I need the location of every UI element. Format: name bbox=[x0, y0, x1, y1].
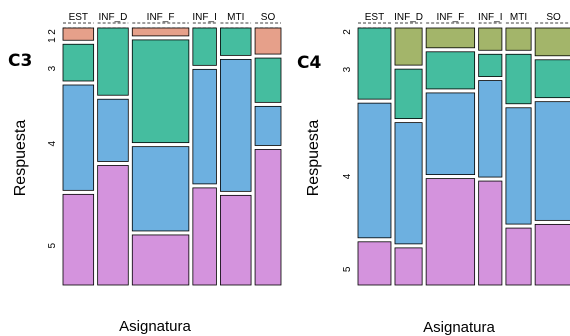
mosaic-cell-so-3 bbox=[534, 59, 570, 99]
mosaic-cell-inf-d-4 bbox=[97, 98, 129, 162]
mosaic-cell-inf-i-3 bbox=[478, 53, 503, 77]
mosaic-cell-inf-i-2 bbox=[478, 27, 503, 51]
mosaic-cell-so-4 bbox=[254, 105, 282, 146]
column-label-inf-i: INF_I bbox=[192, 12, 216, 23]
response-tick-4: 4 bbox=[342, 173, 353, 179]
column-label-est: EST bbox=[69, 12, 88, 23]
mosaic-cell-inf-d-5 bbox=[97, 165, 129, 286]
mosaic-cell-inf-f-4 bbox=[425, 92, 476, 175]
column-label-est: EST bbox=[365, 12, 384, 23]
mosaic-cell-est-4 bbox=[357, 102, 392, 239]
mosaic-cell-so-2 bbox=[534, 27, 570, 57]
mosaic-cell-est-3 bbox=[357, 27, 392, 100]
mosaic-cell-inf-f-5 bbox=[131, 234, 190, 286]
response-tick-2: 2 bbox=[47, 29, 58, 35]
mosaic-cell-so-4 bbox=[534, 101, 570, 221]
mosaic-cell-mti-5 bbox=[220, 194, 252, 286]
mosaic-cell-so-5 bbox=[534, 223, 570, 286]
column-label-inf-f: INF_F bbox=[436, 12, 464, 23]
mosaic-cell-est-1 bbox=[62, 27, 95, 41]
panel-c3: C3 Respuesta Asignatura EST INF_D INF_F INF… bbox=[8, 12, 282, 335]
column-label-so: SO bbox=[261, 12, 276, 23]
mosaic-cell-mti-4 bbox=[220, 58, 252, 192]
mosaic-cell-inf-i-4 bbox=[478, 80, 503, 178]
mosaic-cell-est-3 bbox=[62, 43, 95, 82]
y-axis-label-c3: Respuesta bbox=[12, 120, 29, 197]
mosaic-cell-so-5 bbox=[254, 149, 282, 286]
column-label-mti: MTI bbox=[510, 12, 527, 23]
mosaic-cell-inf-f-3 bbox=[131, 39, 190, 144]
mosaic-cell-inf-d-4 bbox=[394, 122, 423, 245]
mosaic-cell-mti-5 bbox=[505, 227, 532, 286]
mosaic-cell-mti-3 bbox=[505, 53, 532, 105]
mosaic-cell-inf-d-3 bbox=[394, 68, 423, 120]
mosaic-cell-mti-2 bbox=[505, 27, 532, 51]
mosaic-cell-inf-d-3 bbox=[97, 27, 129, 96]
column-label-mti: MTI bbox=[227, 12, 244, 23]
column-label-inf-i: INF_I bbox=[478, 12, 502, 23]
panel-label-c3: C3 bbox=[8, 51, 32, 71]
response-tick-2: 2 bbox=[342, 29, 353, 35]
mosaic-cell-est-5 bbox=[357, 241, 392, 286]
mosaic-cell-inf-f-4 bbox=[131, 146, 190, 232]
mosaic-cell-est-5 bbox=[62, 193, 95, 286]
column-label-inf-f: INF_F bbox=[147, 12, 175, 23]
mosaic-cell-mti-3 bbox=[220, 27, 252, 56]
response-tick-3: 3 bbox=[47, 65, 58, 71]
x-axis-label-c4: Asignatura bbox=[423, 319, 495, 336]
panel-label-c4: C4 bbox=[297, 53, 321, 73]
mosaic-cell-so-1 bbox=[254, 27, 282, 55]
mosaic-cell-inf-d-2 bbox=[394, 27, 423, 66]
column-label-so: SO bbox=[546, 12, 561, 23]
x-axis-label-c3: Asignatura bbox=[119, 318, 191, 335]
mosaic-cell-inf-f-2 bbox=[425, 27, 476, 49]
mosaic-cell-inf-f-5 bbox=[425, 178, 476, 286]
y-axis-label-c4: Respuesta bbox=[305, 120, 322, 197]
mosaic-cell-inf-d-5 bbox=[394, 247, 423, 286]
mosaic-cell-est-4 bbox=[62, 84, 95, 191]
panel-c4: C4 Respuesta Asignatura EST INF_D INF_F INF… bbox=[297, 12, 570, 336]
response-tick-3: 3 bbox=[342, 66, 353, 72]
mosaic-cell-inf-i-5 bbox=[192, 187, 217, 286]
mosaic-cell-inf-i-4 bbox=[192, 68, 217, 185]
response-tick-5: 5 bbox=[47, 242, 58, 248]
response-tick-1: 1 bbox=[47, 37, 58, 43]
mosaic-cell-mti-4 bbox=[505, 107, 532, 225]
mosaic-plot-c4: EST INF_D INF_F INF_I MTI SO 2 3 4 5 bbox=[342, 12, 570, 286]
mosaic-cell-inf-f-3 bbox=[425, 51, 476, 90]
mosaic-cell-inf-f-1 bbox=[131, 27, 190, 37]
column-label-inf-d: INF_D bbox=[99, 12, 128, 23]
response-tick-4: 4 bbox=[47, 140, 58, 146]
response-tick-5: 5 bbox=[342, 266, 353, 272]
mosaic-cell-so-3 bbox=[254, 57, 282, 103]
mosaic-plot-c3: EST INF_D INF_F INF_I MTI SO 2 1 3 4 5 bbox=[47, 12, 282, 286]
mosaic-cell-inf-i-5 bbox=[478, 180, 503, 286]
mosaic-cell-inf-i-3 bbox=[192, 27, 217, 66]
column-label-inf-d: INF_D bbox=[394, 12, 423, 23]
